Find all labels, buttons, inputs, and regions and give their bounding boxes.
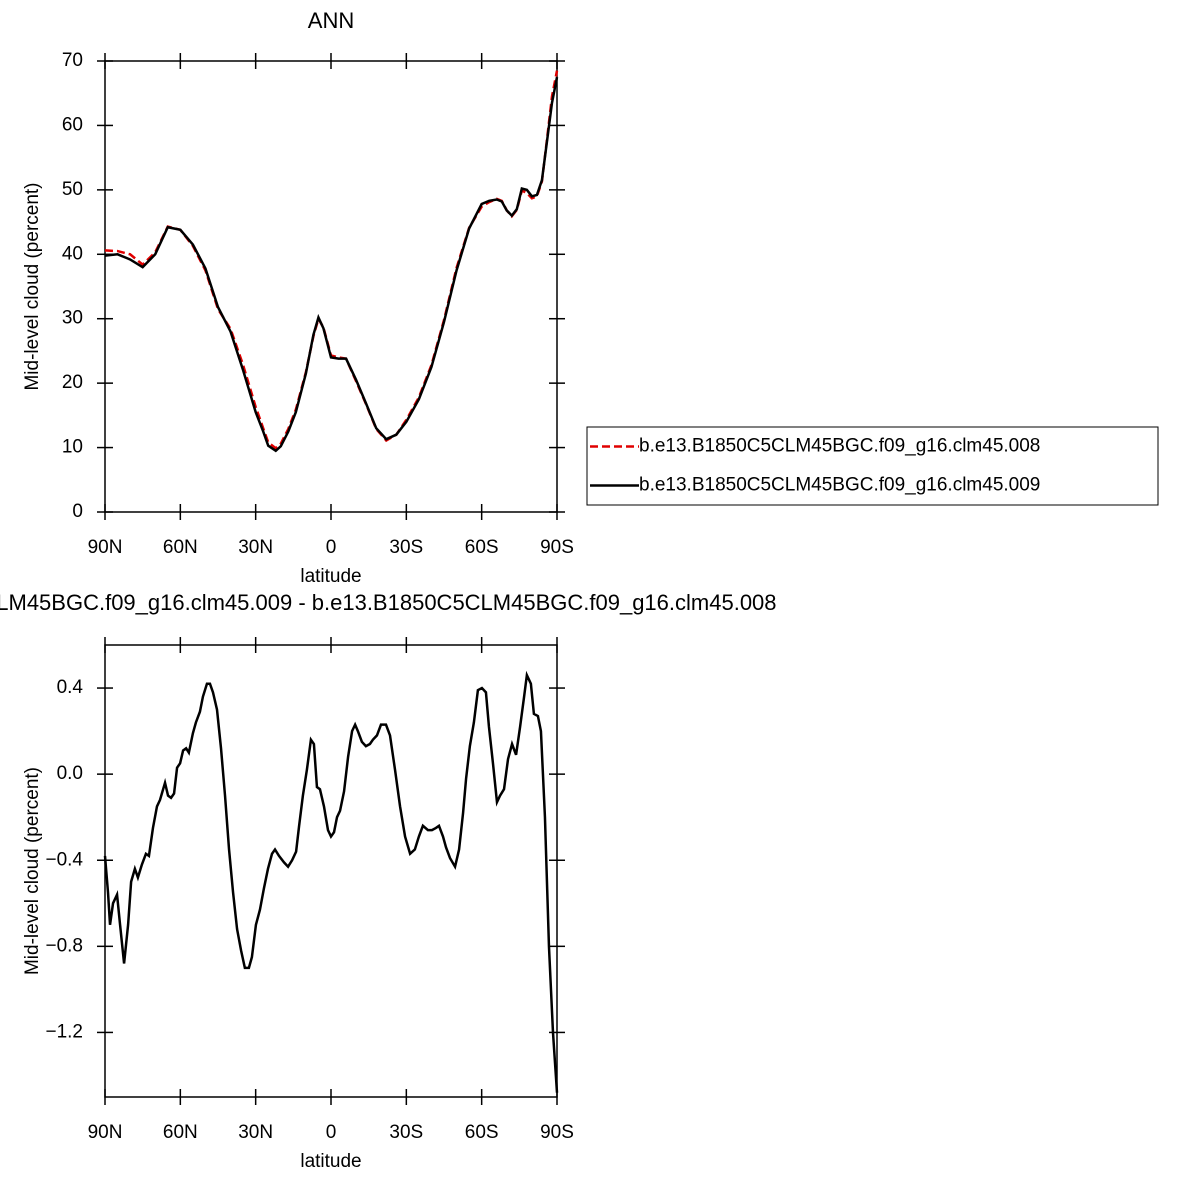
x-tick-label: 0 <box>326 1122 337 1143</box>
plot-frame <box>104 60 558 513</box>
y-tick-label: 30 <box>62 308 83 329</box>
x-tick-label: 30N <box>238 537 273 558</box>
y-tick-label: −0.4 <box>45 849 83 870</box>
x-tick-label: 30S <box>389 537 423 558</box>
y-tick-label: 70 <box>62 50 83 71</box>
x-tick-label: 90N <box>88 537 123 558</box>
plot-frame <box>104 644 558 1098</box>
x-tick-label: 90N <box>88 1122 123 1143</box>
legend-box <box>586 426 1159 506</box>
x-tick-label: 0 <box>326 537 337 558</box>
x-tick-label: 60S <box>465 1122 499 1143</box>
x-tick-label: 30N <box>238 1122 273 1143</box>
y-tick-label: 20 <box>62 372 83 393</box>
chart-title: ANN <box>308 8 354 33</box>
x-axis-label: latitude <box>300 1151 361 1172</box>
y-tick-label: 50 <box>62 179 83 200</box>
legend-label: b.e13.B1850C5CLM45BGC.f09_g16.clm45.008 <box>639 436 1040 457</box>
x-tick-label: 90S <box>540 1122 574 1143</box>
y-tick-label: 0.4 <box>57 677 84 698</box>
data-line <box>103 670 559 1093</box>
y-axis-label: Mid-level cloud (percent) <box>22 182 43 390</box>
legend-label: b.e13.B1850C5CLM45BGC.f09_g16.clm45.009 <box>639 475 1040 496</box>
x-tick-label: 60N <box>163 1122 198 1143</box>
y-tick-label: 40 <box>62 243 83 264</box>
x-tick-label: 60N <box>163 537 198 558</box>
x-tick-label: 30S <box>389 1122 423 1143</box>
x-axis-label: latitude <box>300 566 361 587</box>
y-tick-label: 0 <box>72 501 83 522</box>
y-tick-label: 10 <box>62 437 83 458</box>
y-tick-label: −1.2 <box>45 1021 83 1042</box>
x-tick-label: 90S <box>540 537 574 558</box>
y-tick-label: 0.0 <box>57 763 83 784</box>
y-tick-label: −0.8 <box>45 935 83 956</box>
y-axis-label: Mid-level cloud (percent) <box>22 767 43 975</box>
data-line <box>104 76 559 453</box>
data-line <box>104 70 559 450</box>
y-tick-label: 60 <box>62 114 83 135</box>
chart-title: b.e13.B1850C5CLM45BGC.f09_g16.clm45.009 … <box>0 590 777 615</box>
x-tick-label: 60S <box>465 537 499 558</box>
